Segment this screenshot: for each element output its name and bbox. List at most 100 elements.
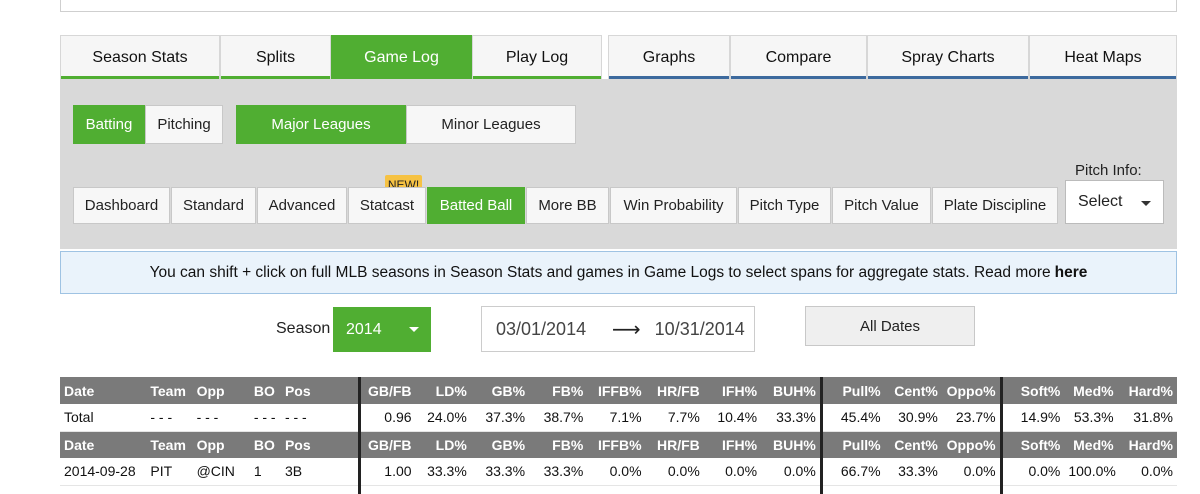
read-more-link[interactable]: here (1054, 263, 1088, 281)
col-header[interactable]: BO (249, 431, 281, 458)
subtab-statcast[interactable]: Statcast (348, 187, 426, 224)
table-cell: 1.00 (357, 458, 416, 486)
table-cell: 66.7% (819, 458, 885, 486)
col-header[interactable]: Pos (280, 377, 360, 404)
col-header[interactable]: Pos (280, 431, 360, 458)
table-row[interactable]: 2014-09-28 PIT @CIN 1 3B 1.00 33.3% 33.3… (60, 458, 1177, 486)
tab-underline (221, 76, 330, 79)
tab-label: Spray Charts (901, 48, 995, 66)
col-header[interactable]: BO (249, 377, 281, 404)
col-header[interactable]: Opp (192, 431, 250, 458)
col-header[interactable]: Date (60, 431, 147, 458)
col-header[interactable]: Med% (1064, 431, 1118, 458)
col-header[interactable]: Pull% (819, 431, 885, 458)
col-header[interactable]: GB% (470, 431, 530, 458)
pitch-info-select[interactable]: Select (1065, 180, 1164, 224)
subtab-dashboard[interactable]: Dashboard (73, 187, 170, 224)
table-cell (249, 485, 281, 494)
col-header[interactable]: IFH% (703, 377, 762, 404)
col-header[interactable]: GB% (470, 377, 530, 404)
pitching-toggle[interactable]: Pitching (145, 105, 223, 144)
col-header[interactable]: Soft% (999, 431, 1065, 458)
subtab-win-probability[interactable]: Win Probability (610, 187, 737, 224)
tab-splits[interactable]: Splits (220, 35, 331, 79)
table-cell (529, 485, 588, 494)
table-cell (192, 485, 250, 494)
tab-season-stats[interactable]: Season Stats (60, 35, 220, 79)
col-header[interactable]: IFFB% (587, 377, 646, 404)
col-header[interactable]: LD% (415, 431, 471, 458)
col-header[interactable]: BUH% (761, 377, 822, 404)
col-header[interactable]: Team (146, 377, 193, 404)
col-header[interactable]: BUH% (761, 431, 822, 458)
season-value: 2014 (346, 320, 382, 338)
table-row[interactable] (60, 485, 1177, 494)
main-tabs: Season Stats Splits Game Log Play Log Gr… (60, 35, 1177, 79)
table-cell (280, 485, 360, 494)
table-cell (703, 485, 762, 494)
col-header[interactable]: IFFB% (587, 431, 646, 458)
col-header[interactable]: Oppo% (941, 431, 1002, 458)
tab-game-log[interactable]: Game Log (331, 35, 472, 79)
col-header[interactable]: Soft% (999, 377, 1065, 404)
table-cell (999, 485, 1065, 494)
subtab-pitch-value[interactable]: Pitch Value (832, 187, 931, 224)
table-header-row: Date Team Opp BO Pos GB/FB LD% GB% FB% I… (60, 377, 1177, 404)
col-header[interactable]: HR/FB (645, 431, 704, 458)
table-cell: 100.0% (1064, 458, 1118, 486)
table-cell: 31.8% (1117, 404, 1177, 432)
table-cell: 45.4% (819, 404, 885, 432)
table-total-row: Total - - - - - - - - - - - - 0.96 24.0%… (60, 404, 1177, 432)
batting-toggle[interactable]: Batting (73, 105, 145, 144)
tab-heat-maps[interactable]: Heat Maps (1029, 35, 1177, 79)
tab-compare[interactable]: Compare (730, 35, 867, 79)
tab-underline (609, 76, 729, 79)
subtab-pitch-type[interactable]: Pitch Type (738, 187, 831, 224)
major-leagues-toggle[interactable]: Major Leagues (236, 105, 406, 144)
col-header[interactable]: HR/FB (645, 377, 704, 404)
subtab-plate-discipline[interactable]: Plate Discipline (932, 187, 1058, 224)
tab-label: Play Log (505, 48, 569, 66)
table-cell: 33.3% (529, 458, 588, 486)
tab-spray-charts[interactable]: Spray Charts (867, 35, 1029, 79)
col-header[interactable]: IFH% (703, 431, 762, 458)
start-date-input[interactable] (496, 318, 600, 340)
col-header[interactable]: LD% (415, 377, 471, 404)
subtab-advanced[interactable]: Advanced (257, 187, 347, 224)
subtab-more-bb[interactable]: More BB (526, 187, 609, 224)
subtab-standard[interactable]: Standard (171, 187, 256, 224)
col-header[interactable]: Cent% (884, 431, 942, 458)
col-header[interactable]: Team (146, 431, 193, 458)
col-header[interactable]: FB% (529, 431, 588, 458)
col-header[interactable]: Pull% (819, 377, 885, 404)
table-cell: 0.0% (1117, 458, 1177, 486)
col-header[interactable]: Med% (1064, 377, 1118, 404)
col-header[interactable]: GB/FB (357, 431, 416, 458)
table-cell: 0.0% (587, 458, 646, 486)
table-cell (357, 485, 416, 494)
tab-underline (61, 76, 219, 79)
col-header[interactable]: Hard% (1117, 377, 1177, 404)
end-date-input[interactable] (654, 318, 759, 340)
col-header[interactable]: Hard% (1117, 431, 1177, 458)
table-cell (645, 485, 704, 494)
table-cell: 33.3% (884, 458, 942, 486)
table-cell: 38.7% (529, 404, 588, 432)
minor-leagues-toggle[interactable]: Minor Leagues (406, 105, 576, 144)
col-header[interactable]: GB/FB (357, 377, 416, 404)
col-header[interactable]: Opp (192, 377, 250, 404)
col-header[interactable]: Cent% (884, 377, 942, 404)
tab-play-log[interactable]: Play Log (472, 35, 602, 79)
table-cell: - - - (146, 404, 193, 432)
col-header[interactable]: Date (60, 377, 147, 404)
col-header[interactable]: FB% (529, 377, 588, 404)
tab-label: Compare (765, 48, 832, 66)
col-header[interactable]: Oppo% (941, 377, 1002, 404)
table-cell: 0.0% (941, 458, 1002, 486)
subtab-batted-ball[interactable]: Batted Ball (427, 187, 525, 224)
tab-underline (868, 76, 1028, 79)
all-dates-button[interactable]: All Dates (805, 306, 975, 346)
season-select[interactable]: 2014 (333, 307, 431, 352)
table-cell: 30.9% (884, 404, 942, 432)
tab-graphs[interactable]: Graphs (608, 35, 730, 79)
